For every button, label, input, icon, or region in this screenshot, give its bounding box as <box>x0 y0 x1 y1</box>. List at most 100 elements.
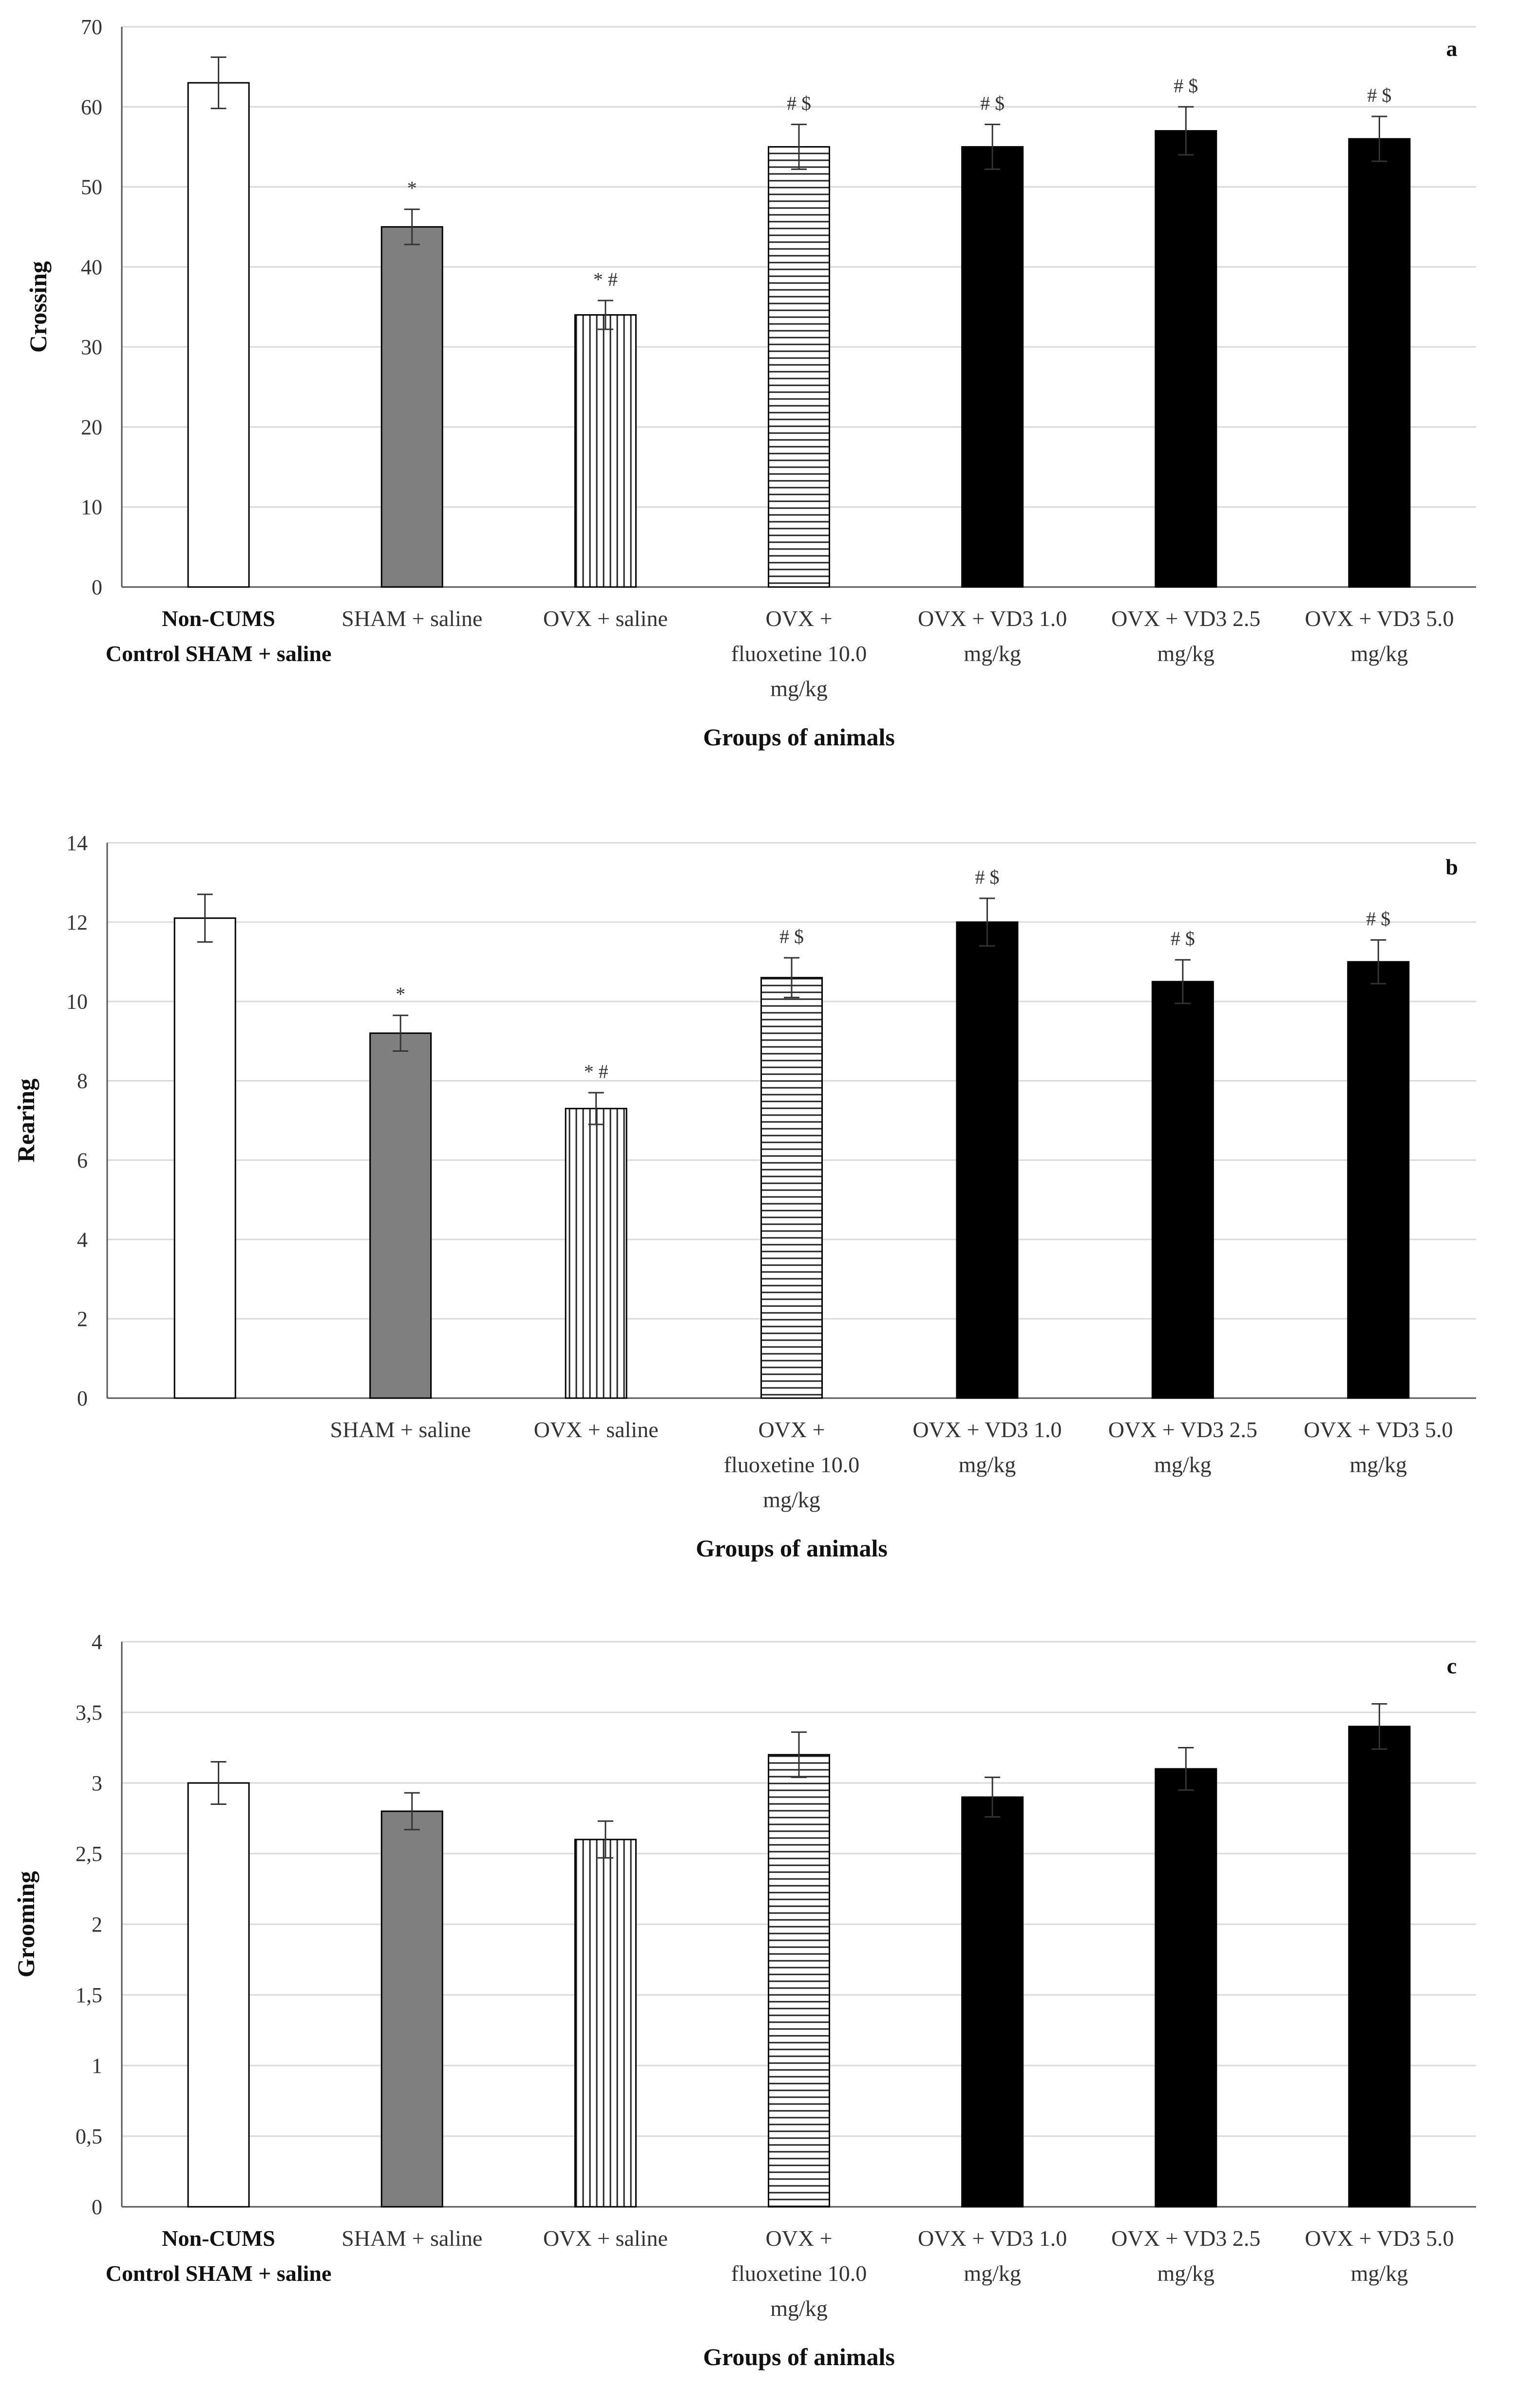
x-tick-label: OVX + VD3 2.5 <box>1111 2226 1260 2251</box>
significance-label: # $ <box>1174 75 1198 96</box>
y-tick-label: 0 <box>92 2195 102 2219</box>
x-axis-title: Groups of animals <box>703 723 895 751</box>
chart-panel-c-grooming: 0 0,5 1 1,5 2 2,5 3 3,5 4 Non-CUMS Control SHAM + … <box>12 1630 1476 2370</box>
y-tick-label: 70 <box>81 15 102 39</box>
panel-letter: b <box>1445 854 1458 879</box>
y-tick-label: 4 <box>92 1630 102 1654</box>
x-tick-label: OVX + saline <box>543 2226 668 2251</box>
y-tick-label: 0 <box>92 575 102 599</box>
bar <box>187 82 250 588</box>
y-tick-label: 3,5 <box>76 1701 102 1725</box>
bar <box>768 146 830 588</box>
bar <box>574 1839 637 2208</box>
bar <box>369 1032 432 1399</box>
y-axis-title: Rearing <box>12 1079 39 1162</box>
significance-label: # $ <box>975 866 999 888</box>
y-tick-label: 14 <box>66 831 88 855</box>
bar <box>768 1754 830 2208</box>
significance-label: * <box>396 983 405 1005</box>
bar <box>380 226 443 588</box>
x-tick-label: mg/kg <box>964 641 1021 666</box>
significance-label: * # <box>593 268 618 290</box>
x-tick-label: OVX + <box>765 2226 832 2251</box>
x-tick-label: fluoxetine 10.0 <box>724 1452 860 1477</box>
x-tick-label: SHAM + saline <box>342 2226 482 2251</box>
bar <box>961 146 1024 588</box>
x-tick-label: OVX + VD3 1.0 <box>912 1417 1062 1442</box>
x-tick-label: OVX + saline <box>534 1417 659 1442</box>
x-tick-label: Control SHAM + saline <box>106 641 332 666</box>
x-tick-label: OVX + VD3 2.5 <box>1111 606 1260 631</box>
y-tick-label: 8 <box>77 1069 88 1093</box>
bar <box>961 1796 1024 2208</box>
significance-label: # $ <box>1171 928 1195 949</box>
x-tick-label: fluoxetine 10.0 <box>731 2261 867 2286</box>
bar <box>574 314 637 588</box>
x-tick-label: mg/kg <box>1157 2261 1215 2286</box>
y-axis-title: Crossing <box>24 261 52 353</box>
y-tick-label: 2,5 <box>76 1842 102 1866</box>
bar <box>1348 138 1411 588</box>
x-tick-label: OVX + VD3 5.0 <box>1305 2226 1454 2251</box>
y-tick-label: 1 <box>92 2054 102 2078</box>
x-tick-label: SHAM + saline <box>342 606 482 631</box>
x-tick-label: OVX + saline <box>543 606 668 631</box>
significance-label: * <box>407 177 417 199</box>
significance-label: # $ <box>980 92 1005 114</box>
x-tick-label: Non-CUMS <box>162 2226 275 2251</box>
y-tick-label: 10 <box>66 990 88 1014</box>
bar <box>760 977 823 1399</box>
x-tick-label: OVX + VD3 1.0 <box>918 2226 1067 2251</box>
significance-label: # $ <box>1366 908 1390 930</box>
x-tick-label: mg/kg <box>770 676 828 701</box>
bar <box>1347 961 1410 1399</box>
y-tick-label: 50 <box>81 175 102 199</box>
x-axis-title: Groups of animals <box>696 1535 888 1562</box>
x-tick-label: mg/kg <box>959 1452 1016 1477</box>
x-tick-label: OVX + VD3 2.5 <box>1108 1417 1257 1442</box>
y-tick-label: 12 <box>66 910 88 934</box>
x-tick-label: mg/kg <box>770 2296 828 2321</box>
y-tick-label: 40 <box>81 255 102 279</box>
y-tick-label: 4 <box>77 1228 88 1251</box>
x-tick-label: OVX + VD3 5.0 <box>1304 1417 1453 1442</box>
y-tick-label: 6 <box>77 1148 88 1172</box>
y-tick-label: 3 <box>92 1771 102 1795</box>
y-tick-label: 30 <box>81 335 102 359</box>
y-axis-title: Grooming <box>12 1871 39 1978</box>
x-tick-label: OVX + VD3 5.0 <box>1305 606 1454 631</box>
x-tick-label: fluoxetine 10.0 <box>731 641 867 666</box>
panel-letter: a <box>1446 36 1458 61</box>
y-tick-label: 0 <box>77 1386 88 1410</box>
x-tick-label: mg/kg <box>964 2261 1021 2286</box>
significance-label: # $ <box>779 926 804 948</box>
x-tick-label: mg/kg <box>1350 1452 1407 1477</box>
x-tick-label: mg/kg <box>1157 641 1215 666</box>
y-tick-label: 10 <box>81 495 102 519</box>
x-tick-label: mg/kg <box>1154 1452 1212 1477</box>
bar <box>1348 1725 1411 2208</box>
y-tick-label: 1,5 <box>76 1983 102 2007</box>
bar <box>187 1782 250 2208</box>
x-tick-label: OVX + <box>765 606 832 631</box>
x-tick-label: SHAM + saline <box>330 1417 471 1442</box>
significance-label: * # <box>584 1061 608 1082</box>
chart-panel-b-rearing: 0 2 4 6 8 10 12 14 * SHAM + saline * # OVX + saline… <box>12 831 1476 1562</box>
bar <box>380 1810 443 2208</box>
y-tick-label: 0,5 <box>76 2124 102 2148</box>
bar <box>565 1108 627 1399</box>
y-tick-label: 60 <box>81 95 102 119</box>
x-tick-label: OVX + <box>758 1417 825 1442</box>
bar <box>1151 981 1214 1399</box>
significance-label: # $ <box>1367 84 1391 106</box>
x-tick-label: mg/kg <box>763 1487 820 1512</box>
x-tick-label: Control SHAM + saline <box>106 2261 332 2286</box>
y-tick-label: 20 <box>81 415 102 439</box>
panel-letter: c <box>1447 1653 1457 1678</box>
x-axis-title: Groups of animals <box>703 2343 895 2370</box>
y-tick-label: 2 <box>77 1307 88 1331</box>
chart-panel-a-crossing: 0 10 20 30 40 50 60 70 Non-CUMS Control SHAM + sa… <box>24 15 1476 751</box>
bar <box>1155 130 1217 588</box>
x-tick-label: Non-CUMS <box>162 606 275 631</box>
